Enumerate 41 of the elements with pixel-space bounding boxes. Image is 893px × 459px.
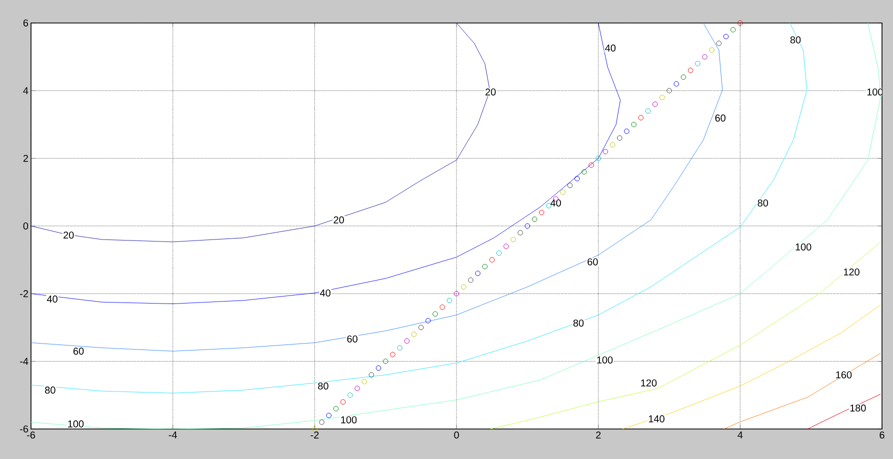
y-tick-label: 6 <box>23 19 28 27</box>
annotation: 100 <box>597 356 613 364</box>
line-series <box>31 22 621 304</box>
y-tick-label: -6 <box>20 425 28 433</box>
annotation: 80 <box>45 386 56 394</box>
annotation: 120 <box>641 379 657 386</box>
annotation: 80 <box>758 199 768 207</box>
annotation: 40 <box>46 296 58 303</box>
annotation: 40 <box>550 199 561 207</box>
annotation: 100 <box>68 420 84 428</box>
x-tick-label: 4 <box>738 432 743 438</box>
annotation: 120 <box>844 268 860 276</box>
annotation: 80 <box>318 382 328 390</box>
annotation: 100 <box>341 416 357 424</box>
line-series <box>622 304 881 429</box>
y-tick-label: -2 <box>20 290 28 298</box>
annotation: 80 <box>573 320 584 327</box>
annotation: 180 <box>850 404 866 412</box>
annotation: 60 <box>588 258 598 266</box>
line-series <box>724 352 881 429</box>
y-tick-label: 4 <box>23 87 28 94</box>
x-tick-label: 0 <box>454 432 459 439</box>
x-tick-label: 6 <box>880 432 884 439</box>
annotation: 160 <box>836 371 852 378</box>
annotation: 60 <box>715 114 726 122</box>
y-tick-label: 0 <box>23 222 28 230</box>
annotation: 40 <box>320 289 330 296</box>
annotation: 40 <box>605 44 616 52</box>
line-series <box>31 22 881 429</box>
x-tick-label: 2 <box>596 432 601 438</box>
line-series <box>490 242 881 429</box>
y-tick-label: 2 <box>23 154 28 162</box>
annotation: 60 <box>73 348 84 355</box>
annotation: 60 <box>347 335 358 343</box>
annotation: 140 <box>648 415 664 422</box>
annotation: 20 <box>334 216 344 224</box>
annotation: 80 <box>790 36 801 44</box>
x-tick-label: -4 <box>168 432 177 438</box>
x-tick-label: -2 <box>310 432 319 438</box>
annotation: 100 <box>796 243 812 250</box>
y-tick-label: -4 <box>20 358 28 365</box>
